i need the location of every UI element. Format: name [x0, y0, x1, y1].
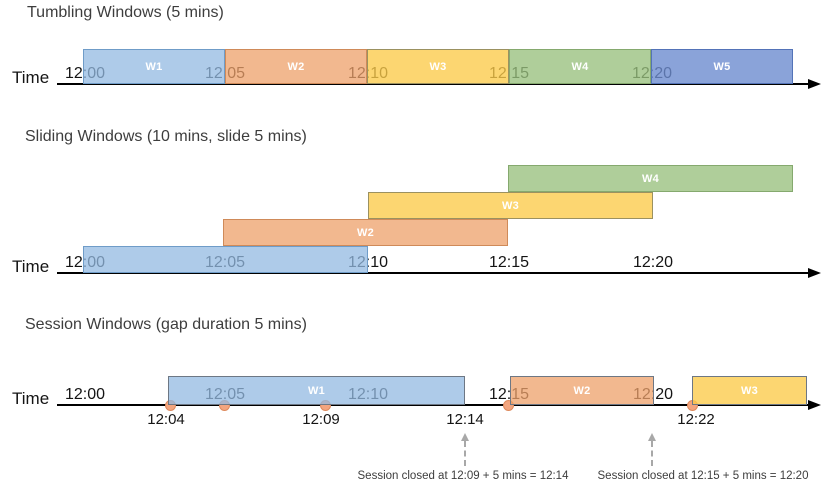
- window-label: W1: [307, 384, 326, 397]
- session-close-annotation: Session closed at 12:09 + 5 mins = 12:14: [357, 470, 569, 482]
- timeline-axis-sliding: [57, 272, 808, 274]
- event-time-label: 12:04: [147, 411, 185, 428]
- window-label: W2: [356, 226, 375, 239]
- session-close-arrow: [651, 441, 653, 466]
- window-box-w2-tumbling: [225, 49, 367, 84]
- axis-time-label: 12:15: [488, 254, 530, 271]
- session-close-annotation: Session closed at 12:15 + 5 mins = 12:20: [597, 470, 809, 482]
- window-label: W3: [501, 199, 520, 212]
- window-box-w3-sliding: [368, 192, 653, 219]
- window-box-w1-session: [168, 376, 465, 405]
- window-label: W3: [740, 384, 759, 397]
- window-box-w1-tumbling: [83, 49, 225, 84]
- window-box-w2-session: [510, 376, 654, 405]
- tumbling-section-title: Tumbling Windows (5 mins): [27, 4, 224, 21]
- session-close-arrow: [464, 441, 466, 466]
- window-label: W3: [429, 60, 447, 73]
- event-time-label: 12:09: [302, 411, 340, 428]
- session-close-arrow-head: [461, 433, 469, 441]
- timeline-axis-tumbling: [57, 83, 808, 85]
- timeline-arrowhead-session: [808, 400, 821, 410]
- timeline-arrowhead-sliding: [808, 268, 821, 278]
- window-label: W5: [713, 60, 731, 73]
- window-box-w2-sliding: [223, 219, 508, 246]
- event-time-label: 12:14: [446, 411, 484, 428]
- time-axis-label-tumbling: Time: [12, 68, 50, 87]
- session-section-title: Session Windows (gap duration 5 mins): [25, 316, 307, 333]
- window-box-w1-sliding: [83, 246, 368, 273]
- window-box-w4-sliding: [508, 165, 793, 192]
- window-label: W4: [571, 60, 589, 73]
- sliding-section-title: Sliding Windows (10 mins, slide 5 mins): [25, 128, 307, 145]
- time-axis-label-session: Time: [12, 389, 50, 408]
- axis-time-label: 12:00: [64, 386, 106, 403]
- timeline-axis-session: [57, 404, 808, 406]
- window-box-w3-tumbling: [367, 49, 509, 84]
- window-box-w5-tumbling: [651, 49, 793, 84]
- window-label: W2: [573, 384, 591, 397]
- window-box-w4-tumbling: [509, 49, 651, 84]
- window-label: W1: [145, 60, 163, 73]
- session-close-arrow-head: [648, 433, 656, 441]
- timeline-arrowhead-tumbling: [808, 79, 821, 89]
- window-box-w3-session: [692, 376, 807, 405]
- event-dot: [502, 399, 514, 411]
- event-time-label: 12:22: [677, 411, 715, 428]
- time-axis-label-sliding: Time: [12, 257, 50, 276]
- window-label: W4: [641, 172, 660, 185]
- window-label: W2: [287, 60, 305, 73]
- axis-time-label: 12:20: [632, 254, 674, 271]
